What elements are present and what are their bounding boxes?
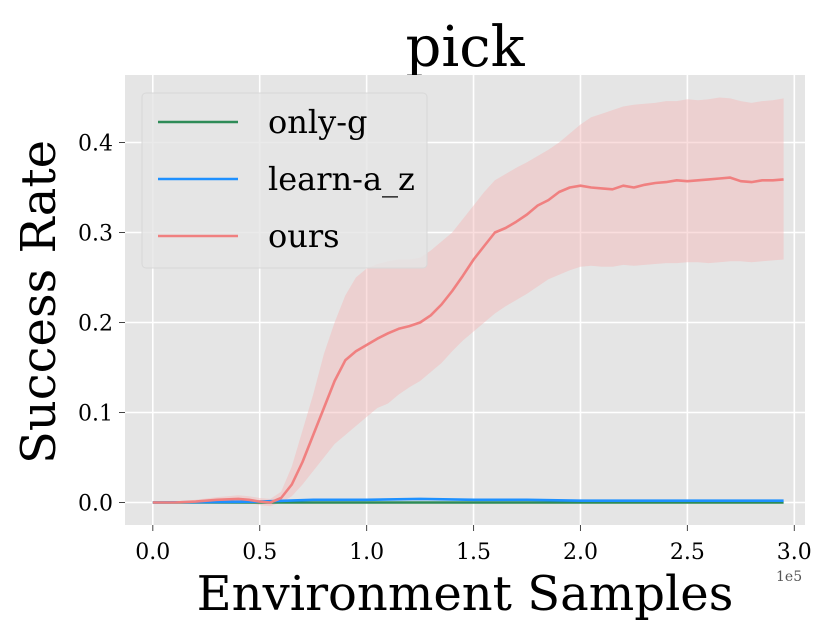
series-lines [152,176,784,504]
x-tick-label: 3.0 [777,540,812,565]
x-tick-label: 0.0 [135,540,170,565]
legend-box [141,92,428,269]
y-axis-ticks: 0.0 0.1 0.2 0.3 0.4 [78,132,125,517]
series-line-ours [152,176,784,504]
legend-label-ours: ours [268,217,340,255]
y-tick-label: 0.0 [78,492,113,517]
series-band-ours [152,97,784,507]
x-tick-label: 1.5 [456,540,491,565]
x-tick-label: 0.5 [242,540,277,565]
legend-label-only-g: only-g [268,103,367,141]
x-tick-label: 1.0 [349,540,384,565]
x-tick-label: 2.0 [563,540,598,565]
x-axis-label: Environment Samples [197,566,734,622]
x-axis-offset-label: 1e5 [776,569,802,585]
chart-title: pick [405,15,525,80]
x-tick-label: 2.5 [670,540,705,565]
y-tick-label: 0.1 [78,402,113,427]
y-axis-label: Success Rate [11,140,67,464]
x-axis-ticks: 0.0 0.5 1.0 1.5 2.0 2.5 3.0 [135,525,812,565]
legend-label-learn-a_z: learn-a_z [268,160,415,198]
y-tick-label: 0.2 [78,312,113,337]
y-tick-label: 0.4 [78,132,113,157]
confidence-bands [152,97,784,507]
y-tick-label: 0.3 [78,222,113,247]
